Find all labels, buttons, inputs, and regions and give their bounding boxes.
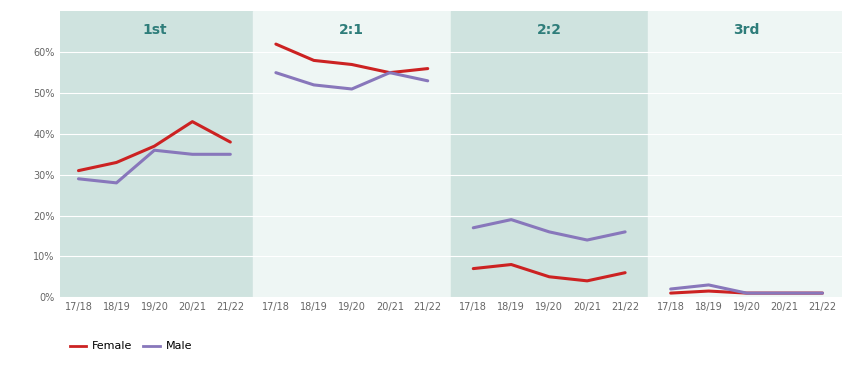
Text: 2:1: 2:1 bbox=[339, 23, 365, 37]
Text: 3rd: 3rd bbox=[734, 23, 760, 37]
Legend: Female, Male: Female, Male bbox=[65, 337, 196, 356]
Bar bbox=[60, 11, 253, 297]
Bar bbox=[648, 11, 842, 297]
Text: 2:2: 2:2 bbox=[536, 23, 562, 37]
Bar bbox=[450, 11, 648, 297]
Bar bbox=[253, 11, 450, 297]
Text: 1st: 1st bbox=[142, 23, 167, 37]
